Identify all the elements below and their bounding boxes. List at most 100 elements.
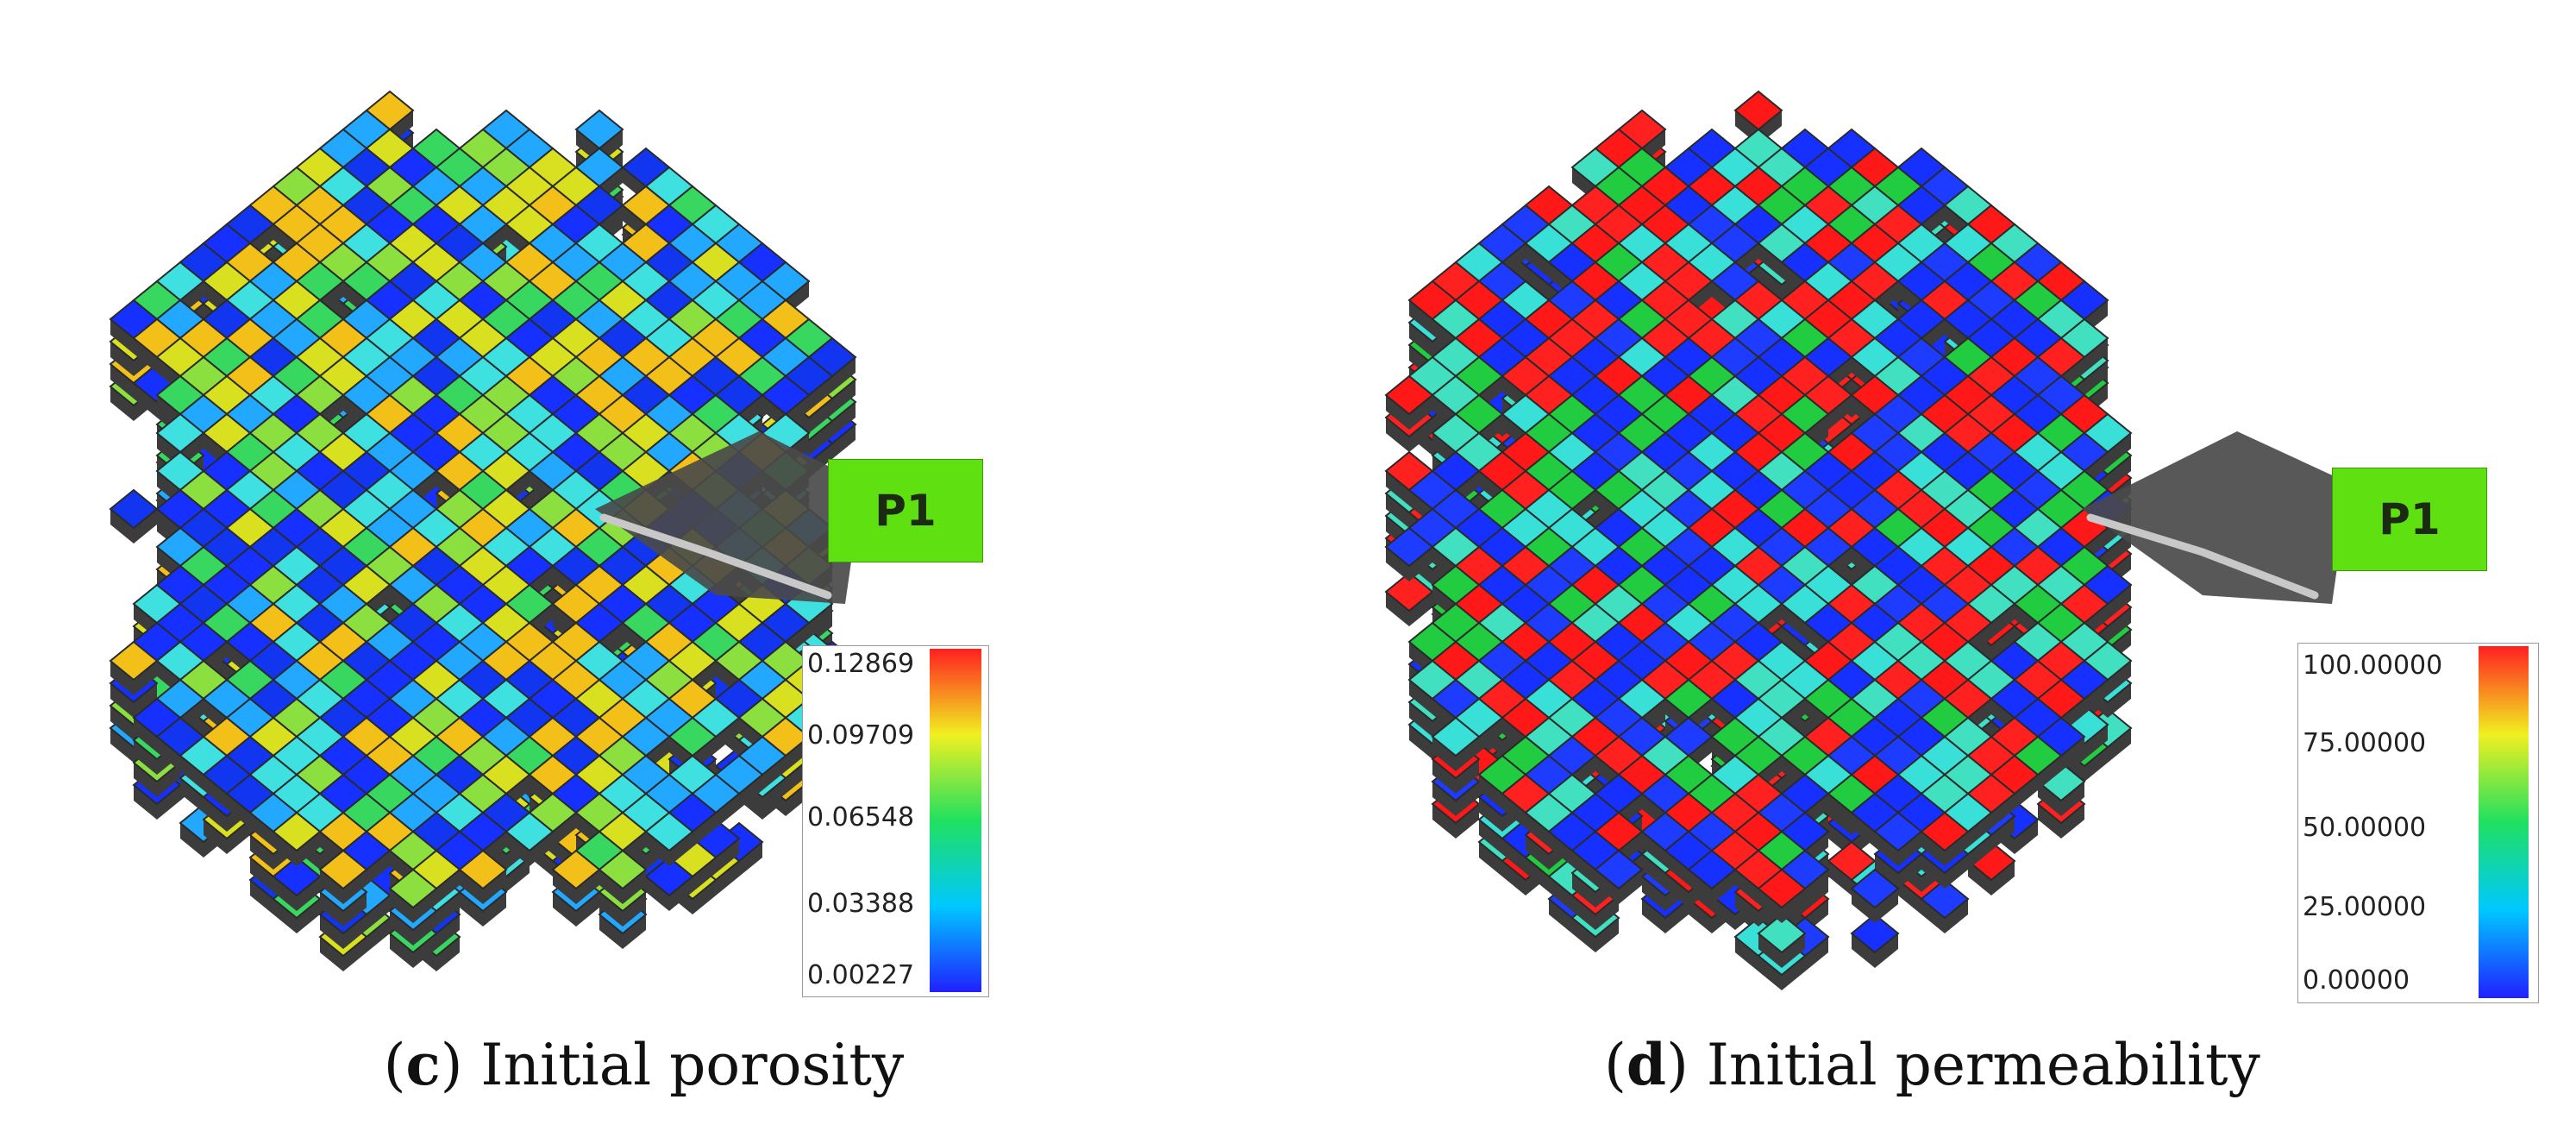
cell-side [599,914,646,949]
colorbar-gradient [930,649,981,992]
permeability-colorbar: 100.00000 75.00000 50.00000 25.00000 0.0… [2297,643,2539,1005]
cell-side [2038,804,2084,839]
colorbar-tick: 0.09709 [807,720,915,751]
colorbar-tick: 0.12869 [807,649,915,679]
grid-cell [388,868,438,909]
cell-side [1921,854,1968,889]
grid-cell [109,488,159,530]
grid-cell [272,856,322,897]
grid-cell [458,849,508,890]
colorbar-gradient [2479,646,2529,998]
cell-side [1572,918,1619,952]
cell-side [2038,782,2084,816]
colorbar-tick: 75.00000 [2303,728,2427,758]
grid-cell [1594,849,1644,890]
cell-side [1758,933,1805,968]
cell-side [460,892,506,927]
caption-letter: c [405,1031,441,1098]
grid-cell [551,849,601,890]
cell-side [110,509,157,544]
cell-side [1386,395,1432,430]
cell-side [1875,854,1921,889]
grid-cell [644,856,694,897]
cell-side [1386,592,1432,626]
wellbore-region [595,431,862,604]
grid-cell [109,640,159,682]
cell-side [1572,895,1619,930]
caption-text: Initial porosity [480,1032,905,1098]
cell-side [273,899,320,933]
caption-porosity: (c) Initial porosity [383,1031,905,1098]
cell-side [1386,418,1432,452]
cell-side [599,892,646,927]
cell-side [320,914,367,949]
grid-cell [1920,811,1970,852]
cell-side [1432,782,1479,816]
cell-side [320,892,367,927]
permeability-grid-model [1384,90,2349,990]
colorbar-tick: 0.06548 [807,802,915,833]
cell-side [1921,899,1968,933]
grid-cell [1757,913,1807,954]
colorbar-tick: 0.00000 [2303,965,2410,996]
grid-cell [1384,526,1434,568]
cell-side [1968,861,2015,895]
cell-side [599,870,646,904]
grid-cell [318,849,368,890]
cell-side [1852,933,1898,968]
cell-side [460,870,506,904]
porosity-colorbar: 0.12869 0.09709 0.06548 0.03388 0.00227 [802,645,989,999]
cell-side [1758,956,1805,990]
cell-side [320,937,367,971]
cell-side [110,661,157,695]
grid-cell [1757,868,1807,909]
grid-cell [1384,374,1434,416]
colorbar-tick: 0.03388 [807,889,915,919]
cell-side [1852,889,1898,923]
colorbar-tick: 25.00000 [2303,892,2427,922]
grid-cell [1687,849,1737,890]
cell-side [390,911,436,946]
cell-side [646,877,693,911]
cell-side [1875,832,1921,866]
cell-side [1758,889,1805,923]
cell-side [1432,759,1479,794]
well-trajectory [2086,513,2319,600]
grid-cell [1873,811,1923,852]
grid-cell [1920,878,1970,920]
grid-cell [1850,913,1900,954]
well-label-p1: P1 [2332,468,2487,571]
caption-text: Initial permeability [1706,1032,2260,1098]
colorbar-tick: 0.00227 [807,960,915,990]
cell-side [390,889,436,923]
cell-side [553,870,599,904]
cell-side [1642,899,1689,933]
cell-side [273,832,320,866]
cell-side [390,933,436,968]
wellbore-region [2082,431,2349,604]
cell-side [1689,870,1735,904]
model-layer [1384,90,2133,923]
grid-cell [1431,716,1481,757]
well-trajectory [599,513,832,600]
permeability-panel: P1 100.00000 75.00000 50.00000 25.00000 … [1288,0,2576,1131]
grid-cell [598,849,648,890]
cell-side [646,832,693,866]
caption-permeability: (d) Initial permeability [1604,1031,2260,1098]
cell-side [204,820,250,854]
cell-side [134,785,180,820]
grid-cell [1384,571,1434,613]
cell-side [553,892,599,927]
cell-side [1595,870,1642,904]
cell-side [1386,547,1432,581]
cell-side [134,763,180,797]
cell-side [1432,804,1479,839]
well-label-p1: P1 [828,459,983,562]
colorbar-tick: 100.00000 [2303,650,2443,681]
caption-letter: d [1626,1031,1667,1098]
grid-cell [272,811,322,852]
grid-cell [644,811,694,852]
cell-side [1921,832,1968,866]
porosity-grid-model [109,90,862,971]
grid-cell [1850,868,1900,909]
